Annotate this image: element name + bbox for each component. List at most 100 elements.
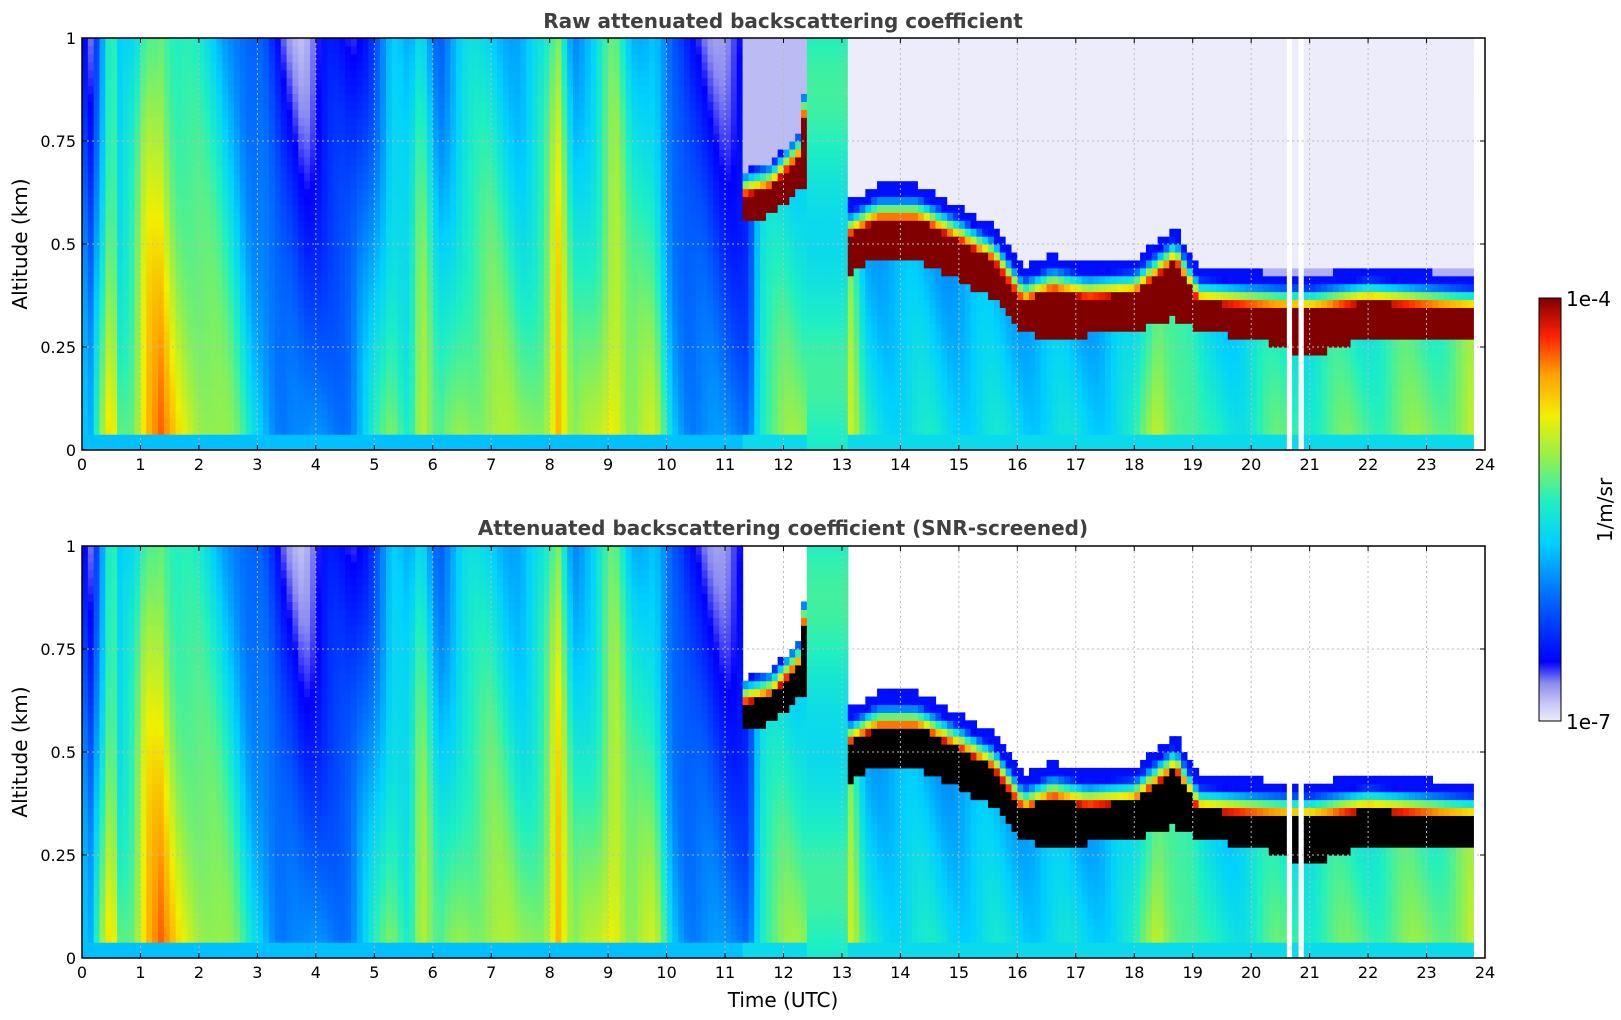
heatmap-cell bbox=[426, 259, 434, 269]
heatmap-cell bbox=[514, 267, 522, 277]
heatmap-cell bbox=[350, 434, 358, 443]
heatmap-cell bbox=[362, 188, 370, 198]
heatmap-cell bbox=[637, 418, 644, 427]
heatmap-cell bbox=[573, 283, 580, 293]
heatmap-cell bbox=[193, 354, 200, 364]
heatmap-cell bbox=[561, 133, 568, 142]
heatmap-cell bbox=[514, 370, 522, 380]
heatmap-cell bbox=[87, 172, 95, 182]
heatmap-cell bbox=[128, 331, 136, 340]
heatmap-cell bbox=[438, 354, 446, 364]
heatmap-cell bbox=[251, 77, 258, 87]
heatmap-cell bbox=[397, 347, 405, 356]
heatmap-cell bbox=[479, 133, 486, 142]
heatmap-cell bbox=[613, 259, 621, 269]
heatmap-cell bbox=[374, 307, 381, 316]
heatmap-cell bbox=[298, 418, 305, 427]
heatmap-cell bbox=[613, 85, 621, 95]
heatmap-cell bbox=[461, 442, 469, 450]
heatmap-cell bbox=[134, 133, 142, 142]
heatmap-cell bbox=[590, 418, 598, 427]
heatmap-cell bbox=[345, 38, 352, 47]
heatmap-cell bbox=[385, 442, 393, 450]
heatmap-cell bbox=[438, 402, 446, 411]
heatmap-cell bbox=[269, 204, 276, 213]
heatmap-cell bbox=[175, 212, 182, 221]
heatmap-cell bbox=[140, 370, 147, 380]
heatmap-cell bbox=[146, 228, 153, 237]
heatmap-cell bbox=[584, 354, 592, 364]
heatmap-cell bbox=[269, 212, 276, 221]
heatmap-cell bbox=[391, 109, 399, 118]
heatmap-cell bbox=[520, 442, 527, 450]
heatmap-cell bbox=[175, 61, 182, 71]
heatmap-cell bbox=[269, 85, 276, 95]
heatmap-cell bbox=[158, 196, 165, 205]
heatmap-cell bbox=[99, 45, 106, 55]
heatmap-cell bbox=[508, 339, 516, 348]
heatmap-cell bbox=[403, 275, 410, 285]
heatmap-cell bbox=[473, 386, 481, 396]
heatmap-cell bbox=[140, 426, 147, 435]
heatmap-cell bbox=[608, 38, 615, 47]
heatmap-cell bbox=[432, 339, 440, 348]
heatmap-cell bbox=[181, 426, 188, 435]
heatmap-cell bbox=[117, 180, 124, 190]
heatmap-cell bbox=[573, 196, 580, 205]
heatmap-cell bbox=[193, 394, 200, 404]
heatmap-cell bbox=[263, 370, 270, 380]
heatmap-cell bbox=[146, 109, 153, 118]
heatmap-cell bbox=[491, 38, 498, 47]
heatmap-cell bbox=[549, 38, 557, 47]
heatmap-cell bbox=[421, 117, 428, 126]
heatmap-cell bbox=[117, 61, 124, 71]
heatmap-cell bbox=[532, 204, 539, 213]
heatmap-cell bbox=[368, 85, 375, 95]
heatmap-cell bbox=[175, 38, 182, 47]
heatmap-cell bbox=[117, 141, 124, 150]
heatmap-cell bbox=[105, 172, 112, 182]
heatmap-cell bbox=[286, 77, 294, 87]
heatmap-cell bbox=[491, 85, 498, 95]
heatmap-cell bbox=[456, 133, 463, 142]
heatmap-cell bbox=[122, 394, 130, 404]
heatmap-cell bbox=[602, 69, 609, 79]
heatmap-cell bbox=[596, 339, 603, 348]
heatmap-cell bbox=[181, 339, 188, 348]
heatmap-cell bbox=[228, 125, 235, 134]
heatmap-cell bbox=[526, 402, 533, 411]
heatmap-cell bbox=[210, 93, 218, 102]
heatmap-cell bbox=[391, 275, 399, 285]
heatmap-cell bbox=[584, 347, 592, 356]
heatmap-cell bbox=[251, 434, 258, 443]
heatmap-cell bbox=[158, 109, 165, 118]
heatmap-cell bbox=[263, 299, 270, 308]
heatmap-cell bbox=[134, 418, 142, 427]
heatmap-cell bbox=[485, 109, 492, 118]
heatmap-cell bbox=[263, 410, 270, 419]
heatmap-cell bbox=[222, 61, 229, 71]
heatmap-cell bbox=[257, 386, 264, 396]
heatmap-cell bbox=[269, 172, 276, 182]
heatmap-cell bbox=[380, 196, 387, 205]
heatmap-cell bbox=[432, 236, 440, 245]
heatmap-cell bbox=[450, 291, 457, 301]
heatmap-cell bbox=[637, 180, 644, 190]
heatmap-cell bbox=[99, 386, 106, 396]
heatmap-cell bbox=[82, 323, 89, 332]
heatmap-cell bbox=[327, 164, 334, 174]
heatmap-cell bbox=[169, 148, 177, 158]
heatmap-cell bbox=[625, 212, 633, 221]
heatmap-cell bbox=[497, 410, 504, 419]
heatmap-cell bbox=[181, 394, 188, 404]
heatmap-cell bbox=[181, 386, 188, 396]
heatmap-cell bbox=[374, 172, 381, 182]
heatmap-cell bbox=[216, 101, 223, 110]
heatmap-cell bbox=[608, 164, 615, 174]
heatmap-cell bbox=[122, 331, 130, 340]
heatmap-cell bbox=[421, 101, 428, 110]
heatmap-cell bbox=[228, 378, 235, 388]
heatmap-cell bbox=[461, 386, 469, 396]
heatmap-cell bbox=[327, 148, 334, 158]
heatmap-cell bbox=[356, 133, 364, 142]
